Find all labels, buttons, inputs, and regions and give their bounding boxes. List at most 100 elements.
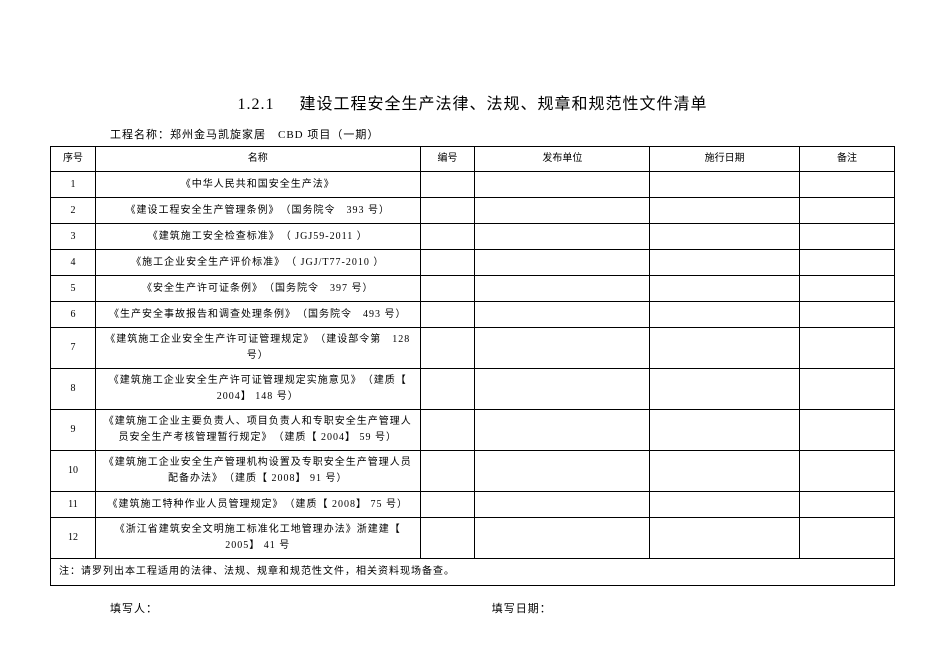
- row-num: [420, 518, 475, 559]
- row-num: [420, 410, 475, 451]
- title-text: 建设工程安全生产法律、法规、规章和规范性文件清单: [299, 96, 707, 113]
- project-sub: CBD 项目（一期）: [278, 129, 379, 141]
- row-num: [420, 198, 475, 224]
- table-row: 7《建筑施工企业安全生产许可证管理规定》 （建设部令第 128号）: [51, 328, 895, 369]
- row-num: [420, 492, 475, 518]
- regulations-table: 序号 名称 编号 发布单位 施行日期 备注 1《中华人民共和国安全生产法》2《建…: [50, 146, 895, 586]
- row-name: 《浙江省建筑安全文明施工标准化工地管理办法》浙建建【 2005】 41 号: [95, 518, 420, 559]
- row-dept: [475, 410, 650, 451]
- row-date: [650, 276, 800, 302]
- header-dept: 发布单位: [475, 147, 650, 172]
- row-name: 《建设工程安全生产管理条例》 （国务院令 393 号）: [95, 198, 420, 224]
- row-name: 《中华人民共和国安全生产法》: [95, 172, 420, 198]
- table-header-row: 序号 名称 编号 发布单位 施行日期 备注: [51, 147, 895, 172]
- header-seq: 序号: [51, 147, 96, 172]
- table-row: 6《生产安全事故报告和调查处理条例》 （国务院令 493 号）: [51, 302, 895, 328]
- row-name: 《建筑施工特种作业人员管理规定》 （建质【 2008】 75 号）: [95, 492, 420, 518]
- row-num: [420, 224, 475, 250]
- row-num: [420, 172, 475, 198]
- row-num: [420, 451, 475, 492]
- row-seq: 11: [51, 492, 96, 518]
- table-row: 10《建筑施工企业安全生产管理机构设置及专职安全生产管理人员配备办法》 （建质【…: [51, 451, 895, 492]
- row-remark: [800, 492, 895, 518]
- filler-label: 填写人：: [110, 603, 158, 615]
- row-seq: 12: [51, 518, 96, 559]
- row-date: [650, 302, 800, 328]
- row-name: 《施工企业安全生产评价标准》 （ JGJ/T77-2010 ）: [95, 250, 420, 276]
- row-dept: [475, 518, 650, 559]
- row-num: [420, 369, 475, 410]
- row-seq: 4: [51, 250, 96, 276]
- table-row: 1《中华人民共和国安全生产法》: [51, 172, 895, 198]
- row-dept: [475, 492, 650, 518]
- section-number: 1.2.1: [237, 96, 274, 113]
- row-seq: 8: [51, 369, 96, 410]
- table-row: 12《浙江省建筑安全文明施工标准化工地管理办法》浙建建【 2005】 41 号: [51, 518, 895, 559]
- row-seq: 10: [51, 451, 96, 492]
- row-remark: [800, 172, 895, 198]
- row-dept: [475, 328, 650, 369]
- row-seq: 6: [51, 302, 96, 328]
- project-label: 工程名称：: [110, 129, 170, 141]
- row-remark: [800, 276, 895, 302]
- fill-date-label: 填写日期：: [492, 603, 552, 615]
- header-date: 施行日期: [650, 147, 800, 172]
- row-date: [650, 328, 800, 369]
- row-date: [650, 172, 800, 198]
- row-name: 《建筑施工企业安全生产许可证管理规定》 （建设部令第 128号）: [95, 328, 420, 369]
- project-name: 郑州金马凯旋家居: [170, 129, 266, 141]
- row-dept: [475, 198, 650, 224]
- row-seq: 3: [51, 224, 96, 250]
- row-name: 《生产安全事故报告和调查处理条例》 （国务院令 493 号）: [95, 302, 420, 328]
- row-date: [650, 198, 800, 224]
- row-name: 《建筑施工企业安全生产许可证管理规定实施意见》 （建质【 2004】 148 号…: [95, 369, 420, 410]
- row-seq: 2: [51, 198, 96, 224]
- table-row: 5《安全生产许可证条例》 （国务院令 397 号）: [51, 276, 895, 302]
- row-dept: [475, 250, 650, 276]
- row-num: [420, 302, 475, 328]
- footer-line: 填写人： 填写日期：: [50, 600, 895, 616]
- row-date: [650, 410, 800, 451]
- row-dept: [475, 369, 650, 410]
- header-remark: 备注: [800, 147, 895, 172]
- row-num: [420, 276, 475, 302]
- row-dept: [475, 451, 650, 492]
- row-num: [420, 328, 475, 369]
- row-dept: [475, 276, 650, 302]
- row-date: [650, 518, 800, 559]
- table-note-row: 注：请罗列出本工程适用的法律、法规、规章和规范性文件，相关资料现场备查。: [51, 559, 895, 586]
- row-date: [650, 451, 800, 492]
- row-date: [650, 250, 800, 276]
- project-name-line: 工程名称：郑州金马凯旋家居 CBD 项目（一期）: [50, 126, 895, 142]
- row-remark: [800, 369, 895, 410]
- row-seq: 1: [51, 172, 96, 198]
- row-dept: [475, 302, 650, 328]
- row-name: 《建筑施工企业安全生产管理机构设置及专职安全生产管理人员配备办法》 （建质【 2…: [95, 451, 420, 492]
- header-name: 名称: [95, 147, 420, 172]
- row-remark: [800, 518, 895, 559]
- row-dept: [475, 224, 650, 250]
- row-name: 《安全生产许可证条例》 （国务院令 397 号）: [95, 276, 420, 302]
- table-row: 11《建筑施工特种作业人员管理规定》 （建质【 2008】 75 号）: [51, 492, 895, 518]
- row-date: [650, 369, 800, 410]
- row-remark: [800, 198, 895, 224]
- row-remark: [800, 410, 895, 451]
- row-remark: [800, 250, 895, 276]
- row-name: 《建筑施工安全检查标准》 （ JGJ59-2011 ）: [95, 224, 420, 250]
- row-remark: [800, 224, 895, 250]
- row-remark: [800, 328, 895, 369]
- row-seq: 7: [51, 328, 96, 369]
- document-title: 1.2.1 建设工程安全生产法律、法规、规章和规范性文件清单: [50, 90, 895, 114]
- row-date: [650, 492, 800, 518]
- row-seq: 9: [51, 410, 96, 451]
- table-row: 2《建设工程安全生产管理条例》 （国务院令 393 号）: [51, 198, 895, 224]
- table-row: 9《建筑施工企业主要负责人、项目负责人和专职安全生产管理人员安全生产考核管理暂行…: [51, 410, 895, 451]
- row-dept: [475, 172, 650, 198]
- row-date: [650, 224, 800, 250]
- table-row: 3《建筑施工安全检查标准》 （ JGJ59-2011 ）: [51, 224, 895, 250]
- row-num: [420, 250, 475, 276]
- row-seq: 5: [51, 276, 96, 302]
- table-note: 注：请罗列出本工程适用的法律、法规、规章和规范性文件，相关资料现场备查。: [51, 559, 895, 586]
- table-row: 8《建筑施工企业安全生产许可证管理规定实施意见》 （建质【 2004】 148 …: [51, 369, 895, 410]
- table-row: 4《施工企业安全生产评价标准》 （ JGJ/T77-2010 ）: [51, 250, 895, 276]
